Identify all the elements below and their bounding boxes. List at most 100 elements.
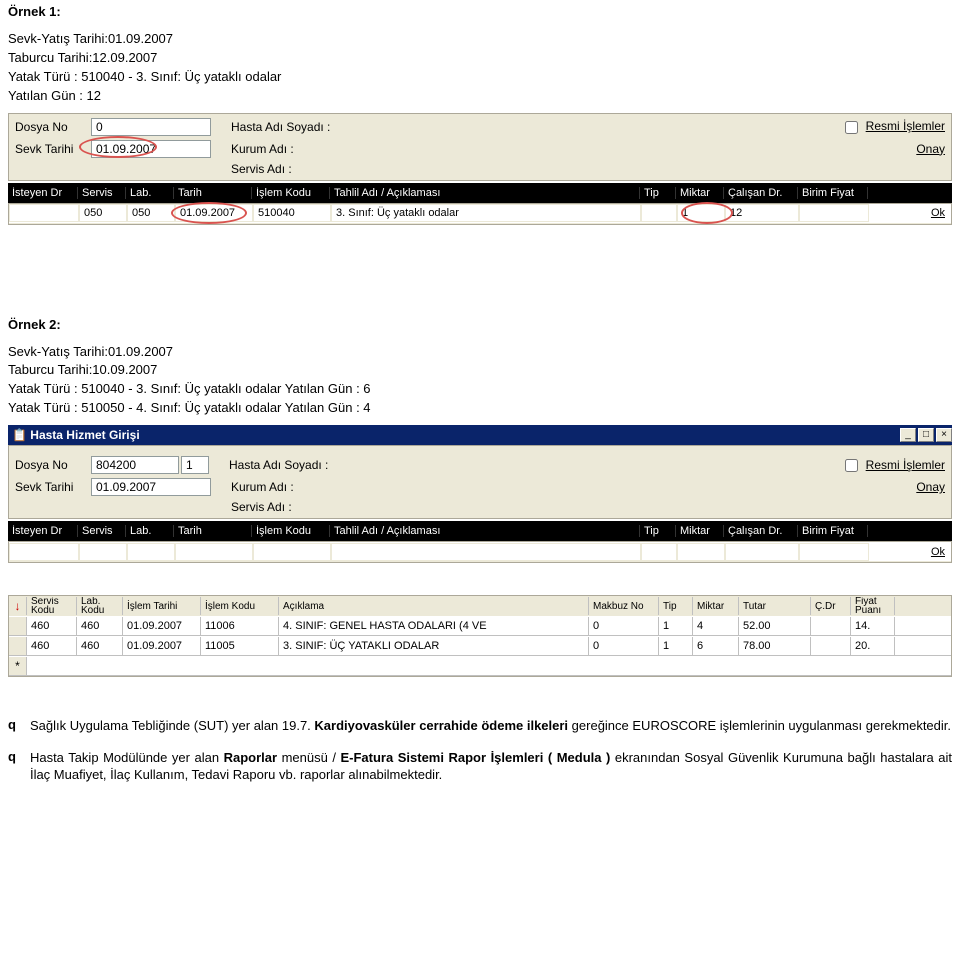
example1-title: Örnek 1: <box>8 4 952 19</box>
onay-link-2[interactable]: Onay <box>916 480 945 494</box>
column-header: Tip <box>640 187 676 199</box>
table-cell[interactable]: 4 <box>693 617 739 635</box>
column-header[interactable]: Lab. Kodu <box>77 597 123 615</box>
hasta-adi-label: Hasta Adı Soyadı : <box>231 120 411 134</box>
table-cell[interactable]: 01.09.2007 <box>123 617 201 635</box>
column-header: Çalışan Dr. <box>724 525 798 537</box>
table-cell[interactable] <box>9 543 79 561</box>
table-cell[interactable]: 4. SINIF: GENEL HASTA ODALARI (4 VE <box>279 617 589 635</box>
table-row[interactable]: 46046001.09.2007110064. SINIF: GENEL HAS… <box>9 616 951 636</box>
table-row[interactable]: 46046001.09.2007110053. SINIF: ÜÇ YATAKL… <box>9 636 951 656</box>
table-cell[interactable]: 1 <box>659 637 693 655</box>
sevk-tarihi-input-2[interactable] <box>91 478 211 496</box>
column-header[interactable]: Servis Kodu <box>27 597 77 615</box>
table-cell[interactable] <box>799 543 869 561</box>
column-header[interactable]: Miktar <box>693 597 739 615</box>
table-cell[interactable]: 11005 <box>201 637 279 655</box>
column-header: Servis <box>78 187 126 199</box>
dosya-no-label: Dosya No <box>15 120 87 134</box>
column-header: Birim Fiyat <box>798 525 868 537</box>
window-maximize[interactable]: □ <box>918 428 934 442</box>
table-cell[interactable] <box>641 204 677 222</box>
table-cell[interactable] <box>799 204 869 222</box>
dosya-no-input[interactable] <box>91 118 211 136</box>
column-header[interactable]: Makbuz No <box>589 597 659 615</box>
sort-arrow-icon[interactable]: ↓ <box>15 599 21 613</box>
resmi-islemler-label-2[interactable]: Resmi İşlemler <box>866 458 945 472</box>
table1-header: İsteyen DrServisLab.Tarihİşlem KoduTahli… <box>8 183 952 203</box>
table-cell[interactable]: 460 <box>77 637 123 655</box>
table-cell[interactable]: 050 <box>79 204 127 222</box>
dosya-no-input-2[interactable] <box>91 456 179 474</box>
table-cell[interactable] <box>175 543 253 561</box>
ok-button[interactable]: Ok <box>925 546 951 558</box>
example1-line1: Taburcu Tarihi:12.09.2007 <box>8 50 952 67</box>
column-header: Miktar <box>676 525 724 537</box>
bullet-text: Hasta Takip Modülünde yer alan Raporlar … <box>30 749 952 784</box>
table-cell[interactable]: 12 <box>725 204 799 222</box>
table-cell[interactable]: 460 <box>27 617 77 635</box>
table-cell[interactable]: 1 <box>659 617 693 635</box>
column-header[interactable]: İşlem Kodu <box>201 597 279 615</box>
table-cell[interactable]: 050 <box>127 204 175 222</box>
form-panel-1: Dosya No Hasta Adı Soyadı : Resmi İşleml… <box>8 113 952 181</box>
bullet-item: qSağlık Uygulama Tebliğinde (SUT) yer al… <box>8 717 952 735</box>
resmi-islemler-checkbox[interactable] <box>845 121 858 134</box>
resmi-islemler-checkbox-2[interactable] <box>845 459 858 472</box>
table-cell[interactable]: 14. <box>851 617 895 635</box>
column-header[interactable]: Tip <box>659 597 693 615</box>
table-cell[interactable]: 52.00 <box>739 617 811 635</box>
column-header: Tip <box>640 525 676 537</box>
table-cell[interactable]: 01.09.2007 <box>123 637 201 655</box>
resmi-islemler-checkbox-wrap-2[interactable]: Resmi İşlemler <box>845 458 945 472</box>
servis-adi-label-2: Servis Adı : <box>231 500 411 514</box>
table-cell[interactable] <box>9 204 79 222</box>
table-cell[interactable] <box>725 543 799 561</box>
servis-adi-label: Servis Adı : <box>231 162 411 176</box>
table-cell[interactable] <box>811 637 851 655</box>
table-cell[interactable]: 460 <box>27 637 77 655</box>
table-cell[interactable]: 01.09.2007 <box>175 204 253 222</box>
window-close[interactable]: × <box>936 428 952 442</box>
dosya-seq-input[interactable] <box>181 456 209 474</box>
column-header: İşlem Kodu <box>252 525 330 537</box>
table-cell[interactable] <box>127 543 175 561</box>
table-cell[interactable]: 20. <box>851 637 895 655</box>
onay-link[interactable]: Onay <box>916 142 945 156</box>
resmi-islemler-checkbox-wrap[interactable]: Resmi İşlemler <box>845 119 945 133</box>
table-cell[interactable]: 3. Sınıf: Üç yataklı odalar <box>331 204 641 222</box>
ok-button[interactable]: Ok <box>925 207 951 219</box>
table-cell[interactable]: 78.00 <box>739 637 811 655</box>
table-cell[interactable] <box>331 543 641 561</box>
window-minimize[interactable]: _ <box>900 428 916 442</box>
table-cell[interactable]: 0 <box>589 637 659 655</box>
table-cell[interactable] <box>79 543 127 561</box>
sevk-tarihi-label-2: Sevk Tarihi <box>15 480 87 494</box>
column-header[interactable]: Fiyat Puanı <box>851 597 895 615</box>
example2-title: Örnek 2: <box>8 317 952 332</box>
table-cell[interactable]: 510040 <box>253 204 331 222</box>
table-cell[interactable]: 6 <box>693 637 739 655</box>
resmi-islemler-label[interactable]: Resmi İşlemler <box>866 119 945 133</box>
table-cell[interactable]: 11006 <box>201 617 279 635</box>
table-cell[interactable]: 1 <box>677 204 725 222</box>
example2-line0: Sevk-Yatış Tarihi:01.09.2007 <box>8 344 952 361</box>
column-header[interactable]: Ç.Dr <box>811 597 851 615</box>
table-cell[interactable] <box>811 617 851 635</box>
table-cell[interactable]: 0 <box>589 617 659 635</box>
table3-new-row[interactable]: * <box>9 656 951 676</box>
column-header: Servis <box>78 525 126 537</box>
column-header: Çalışan Dr. <box>724 187 798 199</box>
table1-row[interactable]: 05005001.09.20075100403. Sınıf: Üç yatak… <box>9 204 951 224</box>
sevk-tarihi-input[interactable] <box>91 140 211 158</box>
table-cell[interactable] <box>677 543 725 561</box>
column-header[interactable]: Tutar <box>739 597 811 615</box>
table-cell[interactable] <box>253 543 331 561</box>
table-cell[interactable]: 460 <box>77 617 123 635</box>
table2-row[interactable]: Ok <box>9 542 951 562</box>
column-header[interactable]: Açıklama <box>279 597 589 615</box>
table-cell[interactable] <box>641 543 677 561</box>
table-cell[interactable]: 3. SINIF: ÜÇ YATAKLI ODALAR <box>279 637 589 655</box>
column-header: İsteyen Dr <box>8 187 78 199</box>
column-header[interactable]: İşlem Tarihi <box>123 597 201 615</box>
